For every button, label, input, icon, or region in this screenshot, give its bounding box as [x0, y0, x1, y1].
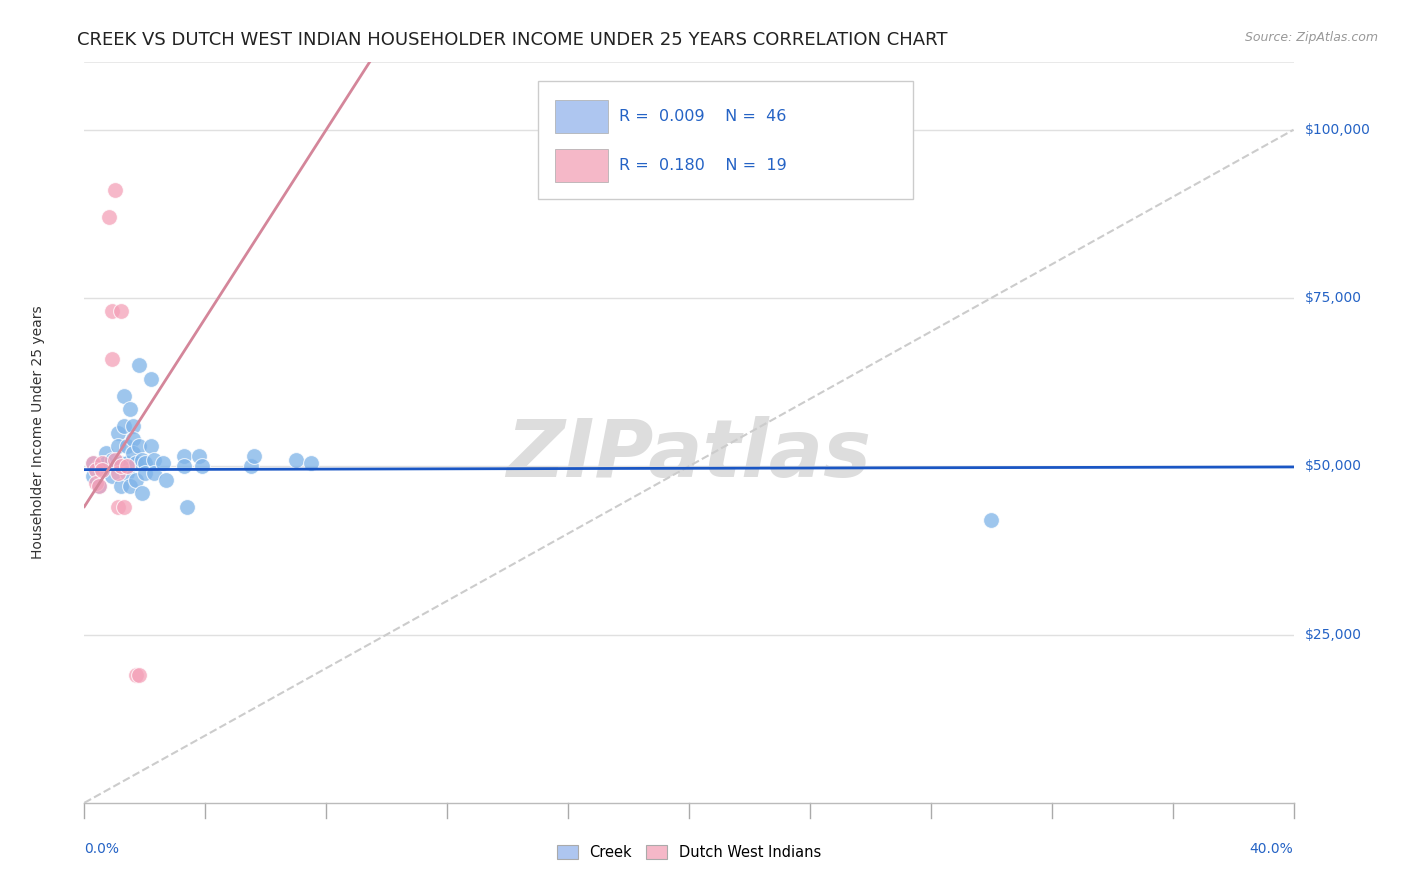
Point — [104, 183, 127, 197]
Point — [239, 459, 262, 474]
Point — [285, 452, 308, 467]
Point — [134, 466, 156, 480]
Point — [139, 439, 162, 453]
FancyBboxPatch shape — [538, 81, 912, 200]
Point — [107, 500, 129, 514]
Point — [112, 418, 135, 433]
Point — [125, 456, 148, 470]
Point — [125, 473, 148, 487]
Point — [110, 479, 132, 493]
Point — [97, 211, 120, 225]
Text: $75,000: $75,000 — [1305, 291, 1361, 305]
Point — [173, 459, 195, 474]
Point — [128, 439, 150, 453]
Point — [115, 456, 138, 470]
Text: $25,000: $25,000 — [1305, 628, 1361, 641]
Point — [82, 469, 104, 483]
Point — [107, 439, 129, 453]
Text: Source: ZipAtlas.com: Source: ZipAtlas.com — [1244, 31, 1378, 45]
Point — [128, 359, 150, 373]
Point — [110, 456, 132, 470]
Point — [299, 456, 322, 470]
Point — [89, 479, 111, 493]
Point — [115, 466, 138, 480]
Point — [107, 466, 129, 480]
Point — [155, 473, 177, 487]
FancyBboxPatch shape — [555, 149, 607, 182]
Point — [242, 449, 264, 463]
Point — [121, 418, 143, 433]
Legend: Creek, Dutch West Indians: Creek, Dutch West Indians — [551, 839, 827, 866]
Point — [173, 449, 195, 463]
Text: 0.0%: 0.0% — [84, 842, 120, 855]
Text: Householder Income Under 25 years: Householder Income Under 25 years — [31, 306, 45, 559]
Point — [100, 469, 122, 483]
Text: $100,000: $100,000 — [1305, 123, 1371, 136]
Point — [125, 668, 148, 682]
Point — [142, 466, 165, 480]
Point — [86, 476, 108, 491]
Point — [104, 452, 127, 467]
Point — [112, 388, 135, 402]
Point — [107, 425, 129, 440]
Point — [121, 446, 143, 460]
Point — [118, 402, 141, 417]
Text: 40.0%: 40.0% — [1250, 842, 1294, 855]
Text: ZIPatlas: ZIPatlas — [506, 416, 872, 494]
Point — [115, 459, 138, 474]
Point — [118, 479, 141, 493]
Point — [152, 456, 174, 470]
Point — [134, 456, 156, 470]
Point — [131, 452, 153, 467]
Point — [89, 459, 111, 474]
Point — [128, 668, 150, 682]
Point — [91, 462, 114, 476]
Point — [91, 456, 114, 470]
Point — [121, 433, 143, 447]
Point — [188, 449, 211, 463]
Point — [191, 459, 214, 474]
Point — [94, 446, 117, 460]
Text: $50,000: $50,000 — [1305, 459, 1361, 474]
Point — [112, 500, 135, 514]
Point — [94, 456, 117, 470]
Point — [176, 500, 198, 514]
Point — [110, 304, 132, 318]
Point — [110, 459, 132, 474]
Point — [980, 513, 1002, 527]
Point — [82, 456, 104, 470]
Point — [82, 456, 104, 470]
Text: CREEK VS DUTCH WEST INDIAN HOUSEHOLDER INCOME UNDER 25 YEARS CORRELATION CHART: CREEK VS DUTCH WEST INDIAN HOUSEHOLDER I… — [77, 31, 948, 49]
Text: R =  0.180    N =  19: R = 0.180 N = 19 — [619, 158, 786, 173]
Point — [86, 462, 108, 476]
Text: R =  0.009    N =  46: R = 0.009 N = 46 — [619, 109, 786, 124]
Point — [131, 486, 153, 500]
Point — [89, 479, 111, 493]
Point — [100, 304, 122, 318]
Point — [115, 439, 138, 453]
Point — [139, 372, 162, 386]
FancyBboxPatch shape — [555, 100, 607, 133]
Point — [142, 452, 165, 467]
Point — [100, 452, 122, 467]
Point — [100, 351, 122, 366]
